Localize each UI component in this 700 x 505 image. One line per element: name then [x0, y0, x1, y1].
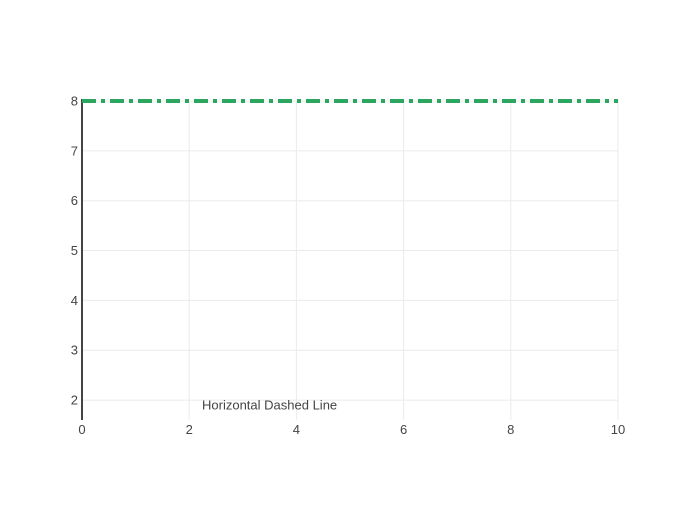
- x-tick-label: 4: [293, 422, 300, 437]
- y-tick-label: 4: [71, 293, 78, 308]
- y-tick-label: 8: [71, 94, 78, 109]
- grid: [81, 100, 619, 420]
- y-tick-label: 2: [71, 393, 78, 408]
- y-tick-label: 5: [71, 243, 78, 258]
- x-tick-label: 10: [611, 422, 625, 437]
- annotations: Horizontal Dashed Line: [202, 398, 337, 413]
- x-tick-label: 2: [186, 422, 193, 437]
- y-tick-label: 6: [71, 193, 78, 208]
- x-tick-label: 0: [78, 422, 85, 437]
- x-tick-label: 8: [507, 422, 514, 437]
- x-tick-label: 6: [400, 422, 407, 437]
- y-tick-label: 7: [71, 143, 78, 158]
- annotation-label: Horizontal Dashed Line: [202, 398, 337, 413]
- y-tick-label: 3: [71, 343, 78, 358]
